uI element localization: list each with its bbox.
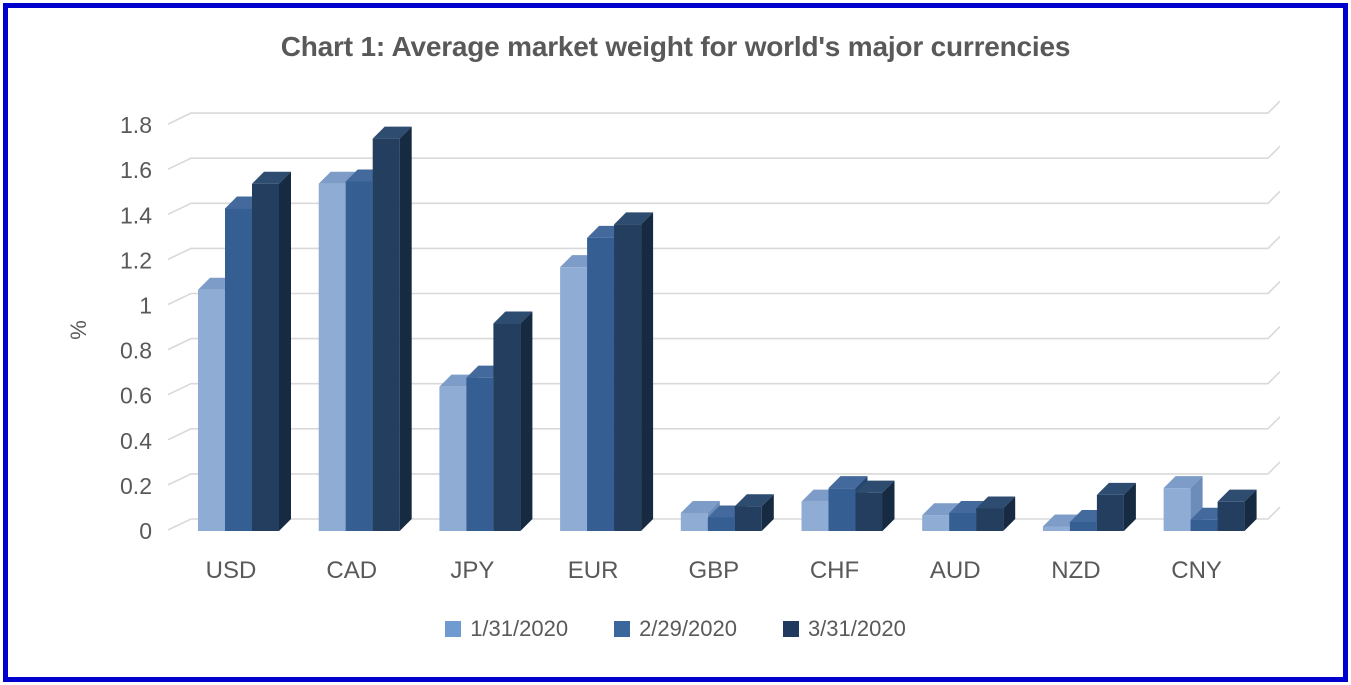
gridline-0.8: [167, 326, 1281, 351]
bar-jpy-s3: [493, 311, 533, 531]
category-label-cny: CNY: [1171, 557, 1222, 584]
ytick-1.6: 1.6: [120, 157, 152, 183]
legend-item-3: 3/31/2020: [782, 616, 906, 642]
category-label-cad: CAD: [326, 557, 377, 584]
ytick-0.6: 0.6: [120, 383, 152, 409]
chart-title: Chart 1: Average market weight for world…: [280, 31, 1071, 62]
gridline-1.2: [167, 235, 1281, 261]
gridline-0.6: [167, 371, 1281, 396]
bar-usd-s3: [252, 171, 291, 532]
ytick-0.8: 0.8: [120, 338, 152, 364]
legend-label: 2/29/2020: [639, 616, 737, 641]
bar-eur-s3: [614, 212, 654, 531]
ytick-0.4: 0.4: [120, 428, 152, 454]
legend-label: 3/31/2020: [807, 616, 906, 641]
gridline-1.6: [167, 145, 1281, 170]
gridline-0.2: [167, 461, 1281, 486]
y-axis-title: %: [66, 320, 91, 340]
category-label-aud: AUD: [930, 557, 981, 584]
bar-gbp-s3: [734, 494, 774, 531]
category-label-jpy: JPY: [450, 557, 494, 584]
ytick-1.8: 1.8: [120, 112, 152, 138]
ytick-0.2: 0.2: [120, 473, 152, 499]
ytick-0: 0: [139, 518, 152, 544]
bar-aud-s3: [976, 496, 1016, 531]
ytick-1.4: 1.4: [120, 202, 152, 228]
category-label-eur: EUR: [568, 557, 619, 584]
gridline-1.8: [167, 100, 1281, 125]
legend: 1/31/2020 2/29/2020 3/31/2020: [0, 616, 1351, 642]
gridline-1: [167, 280, 1281, 306]
category-label-gbp: GBP: [688, 557, 739, 584]
legend-label: 1/31/2020: [470, 616, 569, 641]
ytick-1.2: 1.2: [120, 247, 152, 273]
legend-item-2: 2/29/2020: [614, 616, 737, 642]
bar-nzd-s3: [1096, 482, 1136, 531]
category-label-usd: USD: [206, 557, 257, 584]
ytick-1: 1: [139, 293, 152, 319]
bar-chf-s3: [855, 480, 895, 531]
legend-swatch-icon: [614, 621, 631, 637]
bar-cad-s3: [372, 126, 412, 531]
bar-cny-s3: [1217, 489, 1257, 531]
gridline-0.4: [167, 416, 1281, 441]
legend-swatch-icon: [782, 621, 799, 637]
legend-swatch-icon: [445, 621, 462, 637]
gridline-1.4: [167, 190, 1281, 216]
category-label-chf: CHF: [810, 557, 859, 584]
category-label-nzd: NZD: [1051, 557, 1100, 584]
legend-item-1: 1/31/2020: [445, 616, 568, 642]
